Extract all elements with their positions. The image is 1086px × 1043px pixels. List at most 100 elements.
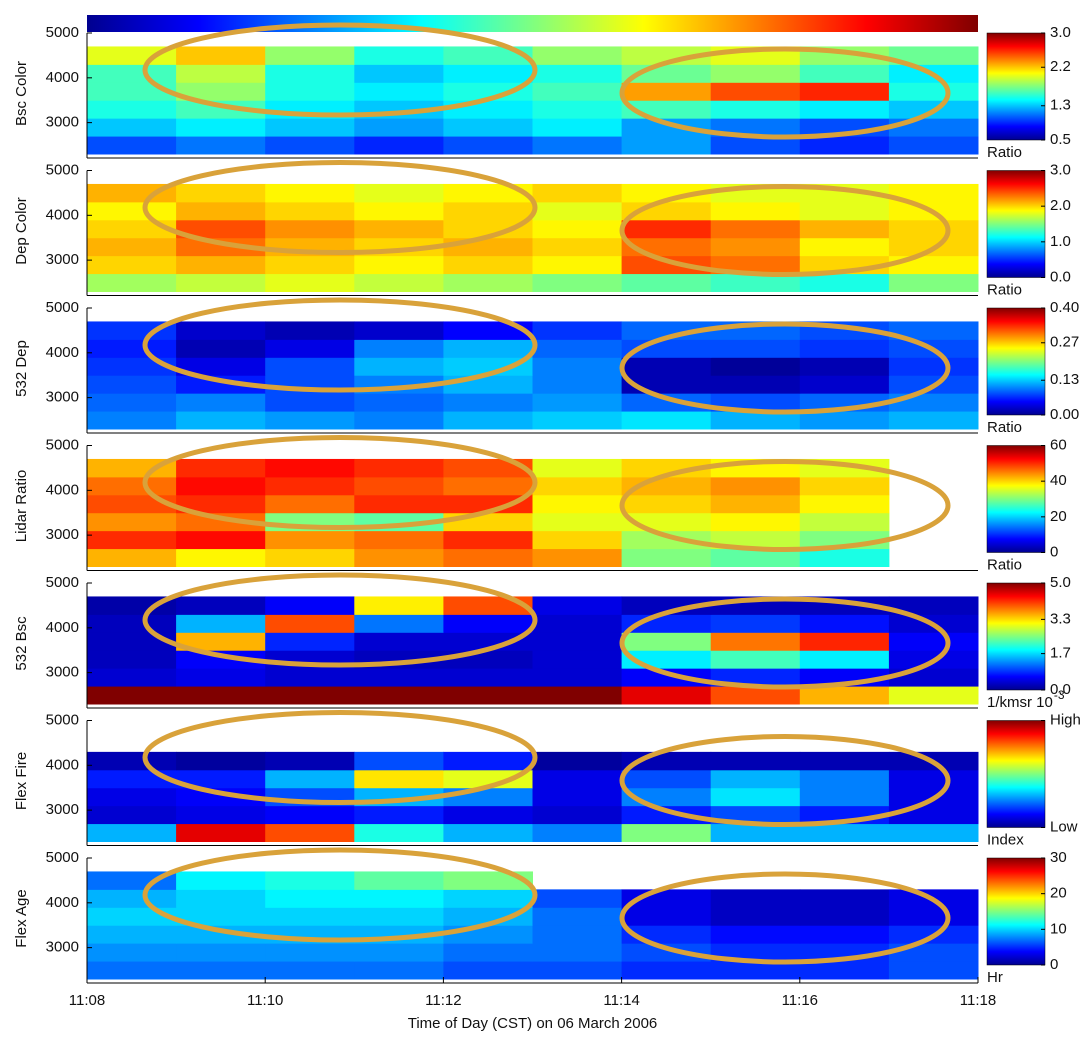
heat-cell: [354, 201, 444, 221]
heat-cell: [87, 118, 177, 137]
heat-cell: [87, 871, 177, 890]
heat-cell: [443, 321, 533, 340]
heat-cell: [888, 321, 979, 340]
heat-cell: [265, 201, 355, 221]
heat-cell: [87, 46, 177, 65]
heat-cell: [532, 943, 623, 962]
heat-cell: [176, 136, 266, 155]
heat-cell: [176, 339, 266, 358]
heat-cell: [176, 650, 266, 669]
heat-cell: [87, 201, 177, 221]
heat-cell: [87, 393, 177, 412]
heat-cell: [265, 458, 355, 478]
heat-cell: [354, 943, 444, 962]
annotation-ellipse: [619, 734, 951, 827]
heat-cell: [621, 596, 712, 615]
x-tick-label: 11:08: [69, 992, 105, 1009]
heat-cell: [443, 530, 533, 550]
heat-cell: [621, 494, 712, 514]
colorbar-tick-label: 0: [1050, 543, 1058, 560]
annotation-ellipse: [619, 596, 951, 690]
colorbar-tick-label: 0.0: [1050, 681, 1071, 698]
heat-cell: [443, 787, 533, 807]
heat-cell: [443, 805, 533, 825]
heat-cell: [443, 219, 533, 239]
heat-cell: [354, 273, 444, 292]
heat-cell: [532, 136, 623, 155]
heat-cell: [354, 907, 444, 926]
heat-cell: [710, 787, 801, 807]
heat-cell: [354, 339, 444, 358]
heat-cell: [87, 650, 177, 669]
heat-cell: [799, 769, 890, 789]
y-tick-label: 3000: [46, 251, 79, 268]
heat-cell: [87, 686, 177, 705]
heat-cell: [87, 530, 177, 550]
heat-cell: [265, 632, 355, 651]
heat-cell: [888, 118, 979, 137]
annotation-ellipse: [142, 435, 538, 530]
heat-cell: [532, 64, 623, 83]
heat-cell: [799, 512, 890, 532]
heat-cell: [532, 458, 623, 478]
heat-cell: [354, 357, 444, 376]
heat-cell: [888, 46, 979, 65]
colorbar: [986, 307, 1046, 416]
heat-cell: [888, 769, 979, 789]
heat-cell: [265, 273, 355, 292]
heat-cell: [87, 339, 177, 358]
heat-cell: [532, 823, 623, 842]
heat-cell: [888, 183, 979, 203]
heat-cell: [710, 237, 801, 257]
heat-cell: [87, 787, 177, 807]
colorbar: [986, 857, 1046, 966]
heat-cell: [532, 512, 623, 532]
colorbar-tick-label: 20: [1050, 885, 1067, 902]
x-tick-label: 11:16: [782, 992, 818, 1009]
heat-cell: [354, 411, 444, 430]
heat-cell: [265, 596, 355, 615]
heat-cell: [176, 668, 266, 687]
heat-cell: [710, 961, 801, 980]
heat-cell: [265, 476, 355, 496]
heat-cell: [87, 614, 177, 633]
heat-cell: [354, 183, 444, 203]
y-tick-label: 5000: [46, 24, 79, 41]
colorbar-label: Ratio: [987, 281, 1022, 298]
heat-cell: [799, 787, 890, 807]
heat-cell: [265, 751, 355, 771]
heat-cell: [176, 805, 266, 825]
heat-cell: [265, 136, 355, 155]
heat-cell: [799, 219, 890, 239]
heat-cell: [710, 805, 801, 825]
heat-cell: [532, 219, 623, 239]
heat-cell: [354, 871, 444, 890]
heat-cell: [710, 925, 801, 944]
heat-cell: [621, 548, 712, 567]
heat-cell: [176, 255, 266, 275]
colorbar-tick-label: 1.0: [1050, 233, 1071, 250]
annotation-ellipse: [142, 847, 538, 943]
heat-cell: [443, 961, 533, 980]
heat-cell: [87, 64, 177, 83]
heat-cell: [265, 494, 355, 514]
heat-cell: [265, 255, 355, 275]
heat-cell: [176, 476, 266, 496]
heat-cell: [621, 136, 712, 155]
heat-cell: [710, 769, 801, 789]
heat-cell: [799, 375, 890, 394]
heat-cell: [799, 650, 890, 669]
heat-cell: [799, 961, 890, 980]
colorbar-tick-label: 3.0: [1050, 161, 1071, 178]
heat-cell: [443, 183, 533, 203]
y-tick-label: 5000: [46, 436, 79, 453]
heat-cell: [710, 219, 801, 239]
heat-cell: [265, 805, 355, 825]
heat-cell: [443, 889, 533, 908]
heat-cell: [532, 375, 623, 394]
heat-cell: [710, 751, 801, 771]
heat-cell: [354, 805, 444, 825]
heat-cell: [176, 961, 266, 980]
